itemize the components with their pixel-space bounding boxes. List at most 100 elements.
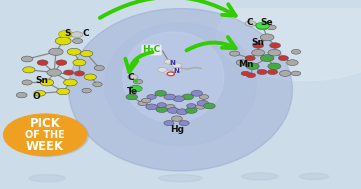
Circle shape <box>58 30 73 38</box>
Circle shape <box>164 94 175 100</box>
Circle shape <box>158 67 167 72</box>
Circle shape <box>278 56 288 61</box>
Circle shape <box>197 100 209 106</box>
Circle shape <box>270 43 280 48</box>
Circle shape <box>57 88 70 95</box>
Circle shape <box>199 94 209 99</box>
Ellipse shape <box>159 175 202 182</box>
Circle shape <box>260 34 274 41</box>
Circle shape <box>157 103 166 107</box>
Circle shape <box>182 94 193 100</box>
Text: Hg: Hg <box>170 125 184 134</box>
Text: S: S <box>65 29 71 38</box>
Text: N: N <box>170 60 175 66</box>
Text: C: C <box>247 18 253 27</box>
Circle shape <box>172 67 182 72</box>
Text: Mn: Mn <box>239 60 254 69</box>
Circle shape <box>256 22 270 29</box>
Circle shape <box>167 72 174 76</box>
Text: OF THE: OF THE <box>25 130 65 140</box>
Circle shape <box>129 85 142 92</box>
Text: H₃C: H₃C <box>142 46 161 54</box>
Circle shape <box>133 79 143 84</box>
Circle shape <box>71 32 83 38</box>
Circle shape <box>21 56 33 62</box>
Circle shape <box>22 80 32 85</box>
Circle shape <box>128 74 138 80</box>
Circle shape <box>34 90 45 96</box>
Circle shape <box>291 50 301 54</box>
Circle shape <box>260 55 274 62</box>
Ellipse shape <box>105 23 256 146</box>
Circle shape <box>257 70 267 74</box>
Circle shape <box>94 66 104 70</box>
Circle shape <box>279 70 291 76</box>
Circle shape <box>166 105 175 109</box>
Circle shape <box>73 38 83 43</box>
Text: Sn: Sn <box>251 38 264 47</box>
Text: Sn: Sn <box>35 76 48 85</box>
Text: Se: Se <box>261 18 273 27</box>
Text: Te: Te <box>127 87 138 96</box>
Circle shape <box>147 94 156 99</box>
Circle shape <box>5 115 88 156</box>
Circle shape <box>256 23 269 30</box>
Circle shape <box>155 90 166 96</box>
Circle shape <box>177 109 188 115</box>
Circle shape <box>172 63 182 68</box>
Circle shape <box>64 79 77 86</box>
Text: C: C <box>127 73 134 82</box>
Circle shape <box>142 98 151 103</box>
Circle shape <box>179 121 189 126</box>
Circle shape <box>23 67 35 73</box>
Circle shape <box>245 21 256 26</box>
Ellipse shape <box>123 32 224 122</box>
Circle shape <box>56 60 67 65</box>
Circle shape <box>49 48 63 55</box>
Circle shape <box>40 79 54 86</box>
Circle shape <box>164 121 174 126</box>
Circle shape <box>55 37 71 45</box>
Text: N: N <box>173 68 179 74</box>
Circle shape <box>267 25 276 30</box>
Circle shape <box>246 73 256 78</box>
Circle shape <box>64 70 74 75</box>
Text: C: C <box>82 29 89 38</box>
Ellipse shape <box>300 173 329 180</box>
Circle shape <box>253 43 264 48</box>
Circle shape <box>74 71 84 76</box>
Circle shape <box>84 74 96 80</box>
Circle shape <box>81 50 93 57</box>
Circle shape <box>164 59 174 64</box>
Ellipse shape <box>242 173 278 180</box>
Circle shape <box>241 71 250 76</box>
Circle shape <box>138 101 147 106</box>
Circle shape <box>268 70 278 74</box>
Circle shape <box>73 59 86 66</box>
Circle shape <box>204 103 215 109</box>
Circle shape <box>268 63 281 70</box>
Circle shape <box>156 107 168 112</box>
Circle shape <box>16 92 27 98</box>
Text: O: O <box>32 92 40 101</box>
Circle shape <box>230 51 240 56</box>
Circle shape <box>246 63 259 70</box>
Circle shape <box>126 94 138 100</box>
Circle shape <box>191 90 203 96</box>
Circle shape <box>168 108 179 113</box>
Ellipse shape <box>69 9 292 171</box>
Circle shape <box>186 108 197 113</box>
Circle shape <box>287 60 298 66</box>
Circle shape <box>47 69 61 76</box>
Circle shape <box>187 104 196 108</box>
Circle shape <box>4 114 87 156</box>
Circle shape <box>196 105 205 109</box>
Circle shape <box>252 50 265 56</box>
Circle shape <box>82 88 91 93</box>
Ellipse shape <box>217 0 361 81</box>
Circle shape <box>291 71 301 76</box>
Circle shape <box>164 70 174 75</box>
Circle shape <box>93 82 102 87</box>
Circle shape <box>146 104 157 110</box>
Text: WEEK: WEEK <box>26 140 64 153</box>
